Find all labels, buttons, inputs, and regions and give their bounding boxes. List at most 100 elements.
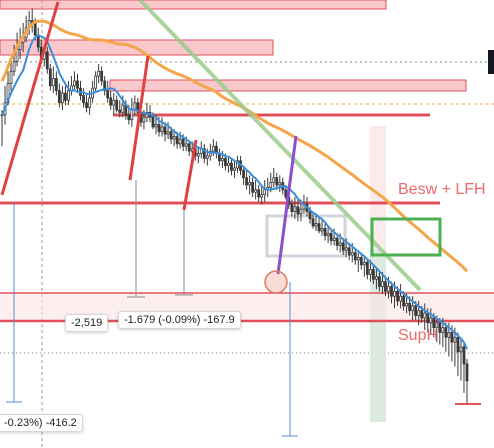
candle-body	[224, 157, 227, 167]
candle-body	[293, 206, 297, 212]
candle-body	[227, 162, 230, 167]
candle-body	[450, 332, 454, 343]
candle-body	[57, 90, 61, 104]
candle-body	[353, 252, 357, 261]
candle-body	[166, 131, 170, 135]
candle-body	[350, 252, 354, 256]
ma-slow-line	[0, 19, 469, 273]
candle-body	[314, 223, 318, 227]
candle-body	[272, 177, 276, 183]
candle-body	[441, 327, 445, 333]
candle-body	[453, 336, 457, 343]
candles-layer	[0, 8, 469, 405]
candle-body	[444, 327, 448, 338]
ma-fast-line	[1, 34, 468, 350]
candle-body	[290, 203, 294, 212]
candle-body	[118, 109, 122, 113]
candle-body	[426, 312, 430, 324]
candle-body	[211, 145, 215, 152]
candle-body	[127, 114, 131, 121]
candle-body	[311, 218, 315, 227]
candle-body	[420, 310, 424, 319]
candle-body	[257, 189, 261, 198]
candle-body	[396, 290, 399, 302]
candle-body	[230, 162, 233, 171]
candle-body	[326, 232, 330, 237]
candle-body	[221, 157, 224, 162]
candle-body	[115, 99, 119, 111]
candle-body	[169, 131, 173, 140]
candle-body	[233, 167, 236, 171]
candle-body	[375, 276, 378, 280]
zone-label-besw: Besw + LFH	[398, 181, 486, 198]
candle-body	[411, 305, 415, 312]
candle-body	[245, 177, 248, 186]
candle-body	[151, 116, 155, 128]
resistance-zone-1	[0, 0, 387, 10]
candle-body	[362, 261, 366, 266]
candle-body	[269, 182, 273, 188]
candle-body	[447, 332, 451, 338]
candle-body	[9, 70, 13, 84]
candle-body	[109, 97, 113, 106]
candle-body	[54, 78, 58, 92]
lines-layer	[0, 19, 469, 350]
candle-body	[154, 124, 158, 128]
candle-body	[60, 92, 64, 104]
candle-body	[67, 90, 70, 101]
channel-green-box	[370, 217, 442, 257]
candle-body	[432, 317, 436, 329]
impulse-purple	[276, 135, 298, 275]
candle-body	[160, 126, 164, 133]
candle-body	[438, 322, 442, 333]
measure-tag-1: -2,519	[65, 314, 109, 332]
candle-body	[163, 126, 167, 135]
candle-body	[347, 247, 351, 256]
candle-body	[335, 237, 339, 246]
candle-body	[103, 80, 107, 92]
candle-body	[365, 261, 369, 275]
candle-body	[323, 228, 327, 237]
candle-body	[142, 116, 146, 123]
candle-body	[381, 281, 384, 287]
candle-body	[112, 99, 116, 106]
candle-body	[97, 70, 101, 77]
candle-body	[296, 206, 300, 215]
candle-body	[387, 286, 390, 292]
candle-body	[456, 336, 460, 353]
candle-body	[384, 281, 387, 292]
candle-body	[344, 247, 348, 251]
candle-body	[76, 80, 79, 89]
candle-body	[242, 170, 245, 179]
pivot-circle	[264, 270, 288, 294]
candle-body	[390, 286, 393, 297]
candle-body	[359, 257, 363, 266]
measure-tag-2: -1.679 (-0.09%) -167.9	[118, 311, 241, 329]
candle-body	[338, 242, 342, 246]
candle-body	[205, 155, 209, 159]
measure-tag-3: -0.23%) -416.2	[0, 414, 83, 432]
candle-body	[51, 78, 55, 87]
zone-label-suph: SupH	[398, 327, 439, 344]
candle-body	[64, 92, 67, 101]
candle-body	[263, 189, 267, 196]
candle-body	[187, 143, 191, 152]
candle-body	[175, 136, 179, 145]
candle-body	[341, 242, 345, 251]
candle-body	[202, 148, 206, 159]
drawings-layer	[0, 0, 481, 437]
candle-body	[254, 189, 258, 193]
candle-body	[172, 136, 176, 140]
candle-body	[402, 295, 405, 307]
candle-body	[435, 322, 439, 329]
candle-body	[317, 223, 321, 232]
candle-body	[181, 138, 185, 147]
candle-body	[408, 303, 412, 312]
candle-body	[196, 153, 200, 157]
candle-body	[88, 97, 91, 108]
candle-body	[251, 182, 255, 193]
candle-body	[429, 317, 433, 324]
